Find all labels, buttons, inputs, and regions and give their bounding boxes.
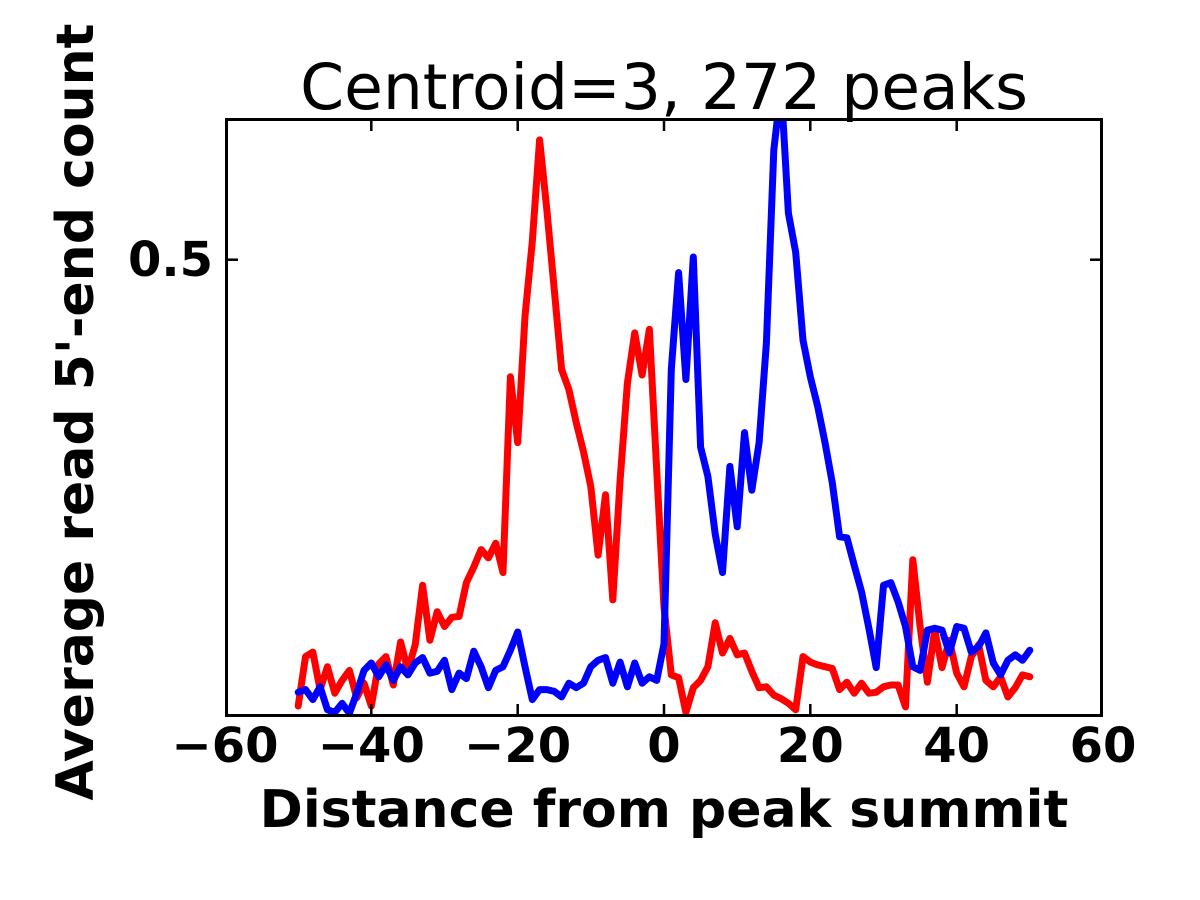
plot-area	[225, 118, 1103, 717]
x-tick-label: −20	[464, 718, 572, 774]
chart-title: Centroid=3, 272 peaks	[300, 51, 1028, 124]
x-tick-label: −40	[317, 718, 425, 774]
plot-border	[225, 118, 1103, 717]
x-tick-label: 20	[776, 718, 844, 774]
x-tick-label: 60	[1069, 718, 1137, 774]
x-tick-label: 40	[923, 718, 991, 774]
series-line-blue	[294, 118, 1034, 717]
x-tick-label: −60	[171, 718, 279, 774]
y-tick-label: 0.5	[127, 232, 213, 288]
x-tick-label: 0	[647, 718, 681, 774]
y-axis-label: Average read 5'-end count	[46, 23, 106, 801]
line-chart	[225, 118, 1103, 717]
x-axis-label: Distance from peak summit	[259, 780, 1069, 840]
